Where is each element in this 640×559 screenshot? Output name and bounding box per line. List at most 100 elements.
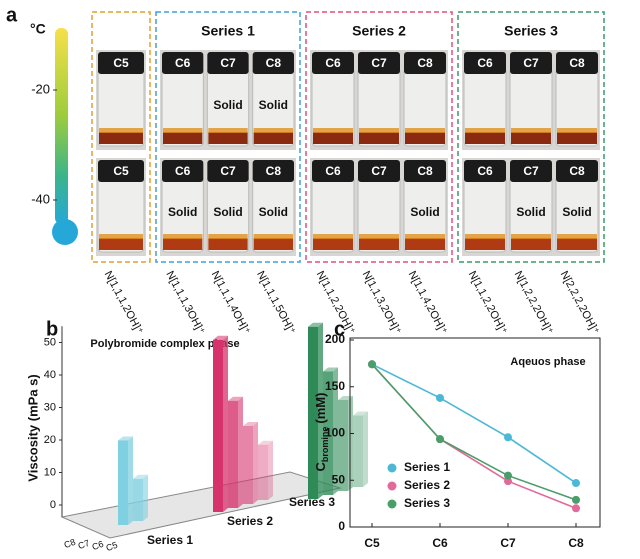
point: [572, 479, 580, 488]
compound-label: N[1,1,1,3OH]⁺: [163, 269, 207, 337]
liquid: [359, 238, 399, 250]
liquid: [208, 132, 248, 144]
liquid: [557, 238, 597, 250]
point: [436, 435, 444, 444]
liquid: [405, 238, 445, 250]
legend-label: Series 3: [404, 496, 450, 510]
panel-label: c: [334, 318, 345, 340]
liquid-layer: [253, 128, 293, 133]
compound-label: N[2,2,2,2OH]⁺: [558, 269, 602, 337]
y-tick-label: 0: [338, 519, 345, 533]
vial-cap: [252, 160, 294, 182]
bar-top: [133, 474, 148, 479]
vial-label: C7: [523, 56, 539, 70]
vial-label: C5: [113, 56, 129, 70]
liquid-layer: [511, 128, 551, 133]
point: [368, 360, 376, 369]
vial-label: C5: [113, 164, 129, 178]
vial-cap: [358, 52, 400, 74]
legend-marker: [387, 481, 397, 491]
liquid: [99, 238, 143, 250]
bar: [133, 478, 143, 521]
scale-tick-label: -40: [31, 191, 50, 206]
liquid: [313, 238, 353, 250]
bar: [228, 400, 238, 508]
y-tick-label: 100: [325, 426, 345, 440]
legend-marker: [387, 499, 397, 509]
bar-top: [323, 367, 338, 372]
compound-label: N[1,2,2,2OH]⁺: [512, 269, 556, 337]
x-tick-label: C5: [364, 536, 380, 550]
thermometer-bulb: [52, 219, 78, 245]
group-box: [91, 11, 151, 263]
y-tick-label: 50: [332, 472, 346, 486]
vial-note: Solid: [562, 205, 591, 219]
vial-label: C8: [266, 56, 282, 70]
liquid: [208, 238, 248, 250]
point: [504, 471, 512, 480]
vial-cap: [312, 52, 354, 74]
liquid-layer: [465, 128, 505, 133]
vial-note: Solid: [213, 205, 242, 219]
vial-cap: [464, 160, 506, 182]
bar-top: [243, 422, 258, 426]
vial-note: Solid: [259, 98, 288, 112]
compound-label: N[1,1,1,4OH]⁺: [209, 269, 253, 337]
vial-cap: [556, 160, 598, 182]
bar-side: [143, 474, 148, 521]
legend-marker: [387, 463, 397, 473]
liquid-layer: [208, 128, 248, 133]
panel-label: a: [6, 4, 18, 26]
liquid-layer: [208, 234, 248, 239]
group-box: [305, 11, 453, 263]
point: [504, 433, 512, 442]
series-label: Series 2: [227, 514, 273, 528]
vial-note: Solid: [516, 205, 545, 219]
x-tick-label: C7: [500, 536, 516, 550]
liquid: [99, 132, 143, 144]
vial-label: C8: [417, 56, 433, 70]
x-tick-label: C8: [568, 536, 584, 550]
liquid-layer: [163, 128, 203, 133]
vial-label: C6: [477, 164, 493, 178]
bar: [353, 415, 363, 487]
bar: [243, 426, 253, 504]
liquid-layer: [99, 128, 143, 133]
bar: [323, 371, 333, 495]
vial-note: Solid: [259, 205, 288, 219]
vial-cap: [358, 160, 400, 182]
bar-side: [238, 396, 243, 508]
thermometer: [55, 28, 68, 224]
vial-label: C6: [477, 56, 493, 70]
liquid: [465, 238, 505, 250]
bar-side: [128, 436, 133, 525]
liquid-layer: [163, 234, 203, 239]
y-axis-label: Cbromine (mM): [313, 393, 330, 472]
bar-side: [223, 335, 228, 512]
y-axis-label-part: bromine: [320, 427, 330, 463]
vial-label: C8: [266, 164, 282, 178]
y-tick-label: 150: [325, 379, 345, 393]
vial-label: C8: [569, 56, 585, 70]
vial-cap: [510, 160, 552, 182]
liquid-layer: [465, 234, 505, 239]
group-box: [155, 11, 301, 263]
bar-side: [318, 322, 323, 499]
liquid-layer: [557, 234, 597, 239]
vial-cap: [207, 160, 249, 182]
liquid-layer: [557, 128, 597, 133]
vial-cap: [98, 52, 144, 74]
bar-top: [228, 396, 243, 401]
liquid: [405, 132, 445, 144]
compound-label: N[1,1,4,2OH]⁺: [406, 269, 450, 337]
liquid-layer: [359, 234, 399, 239]
liquid: [253, 238, 293, 250]
point: [572, 495, 580, 504]
liquid-layer: [405, 234, 445, 239]
line: [371, 363, 577, 501]
panel-label: b: [46, 318, 58, 340]
bar: [213, 339, 223, 512]
vial-label: C7: [371, 56, 387, 70]
plot-frame: [349, 337, 601, 528]
